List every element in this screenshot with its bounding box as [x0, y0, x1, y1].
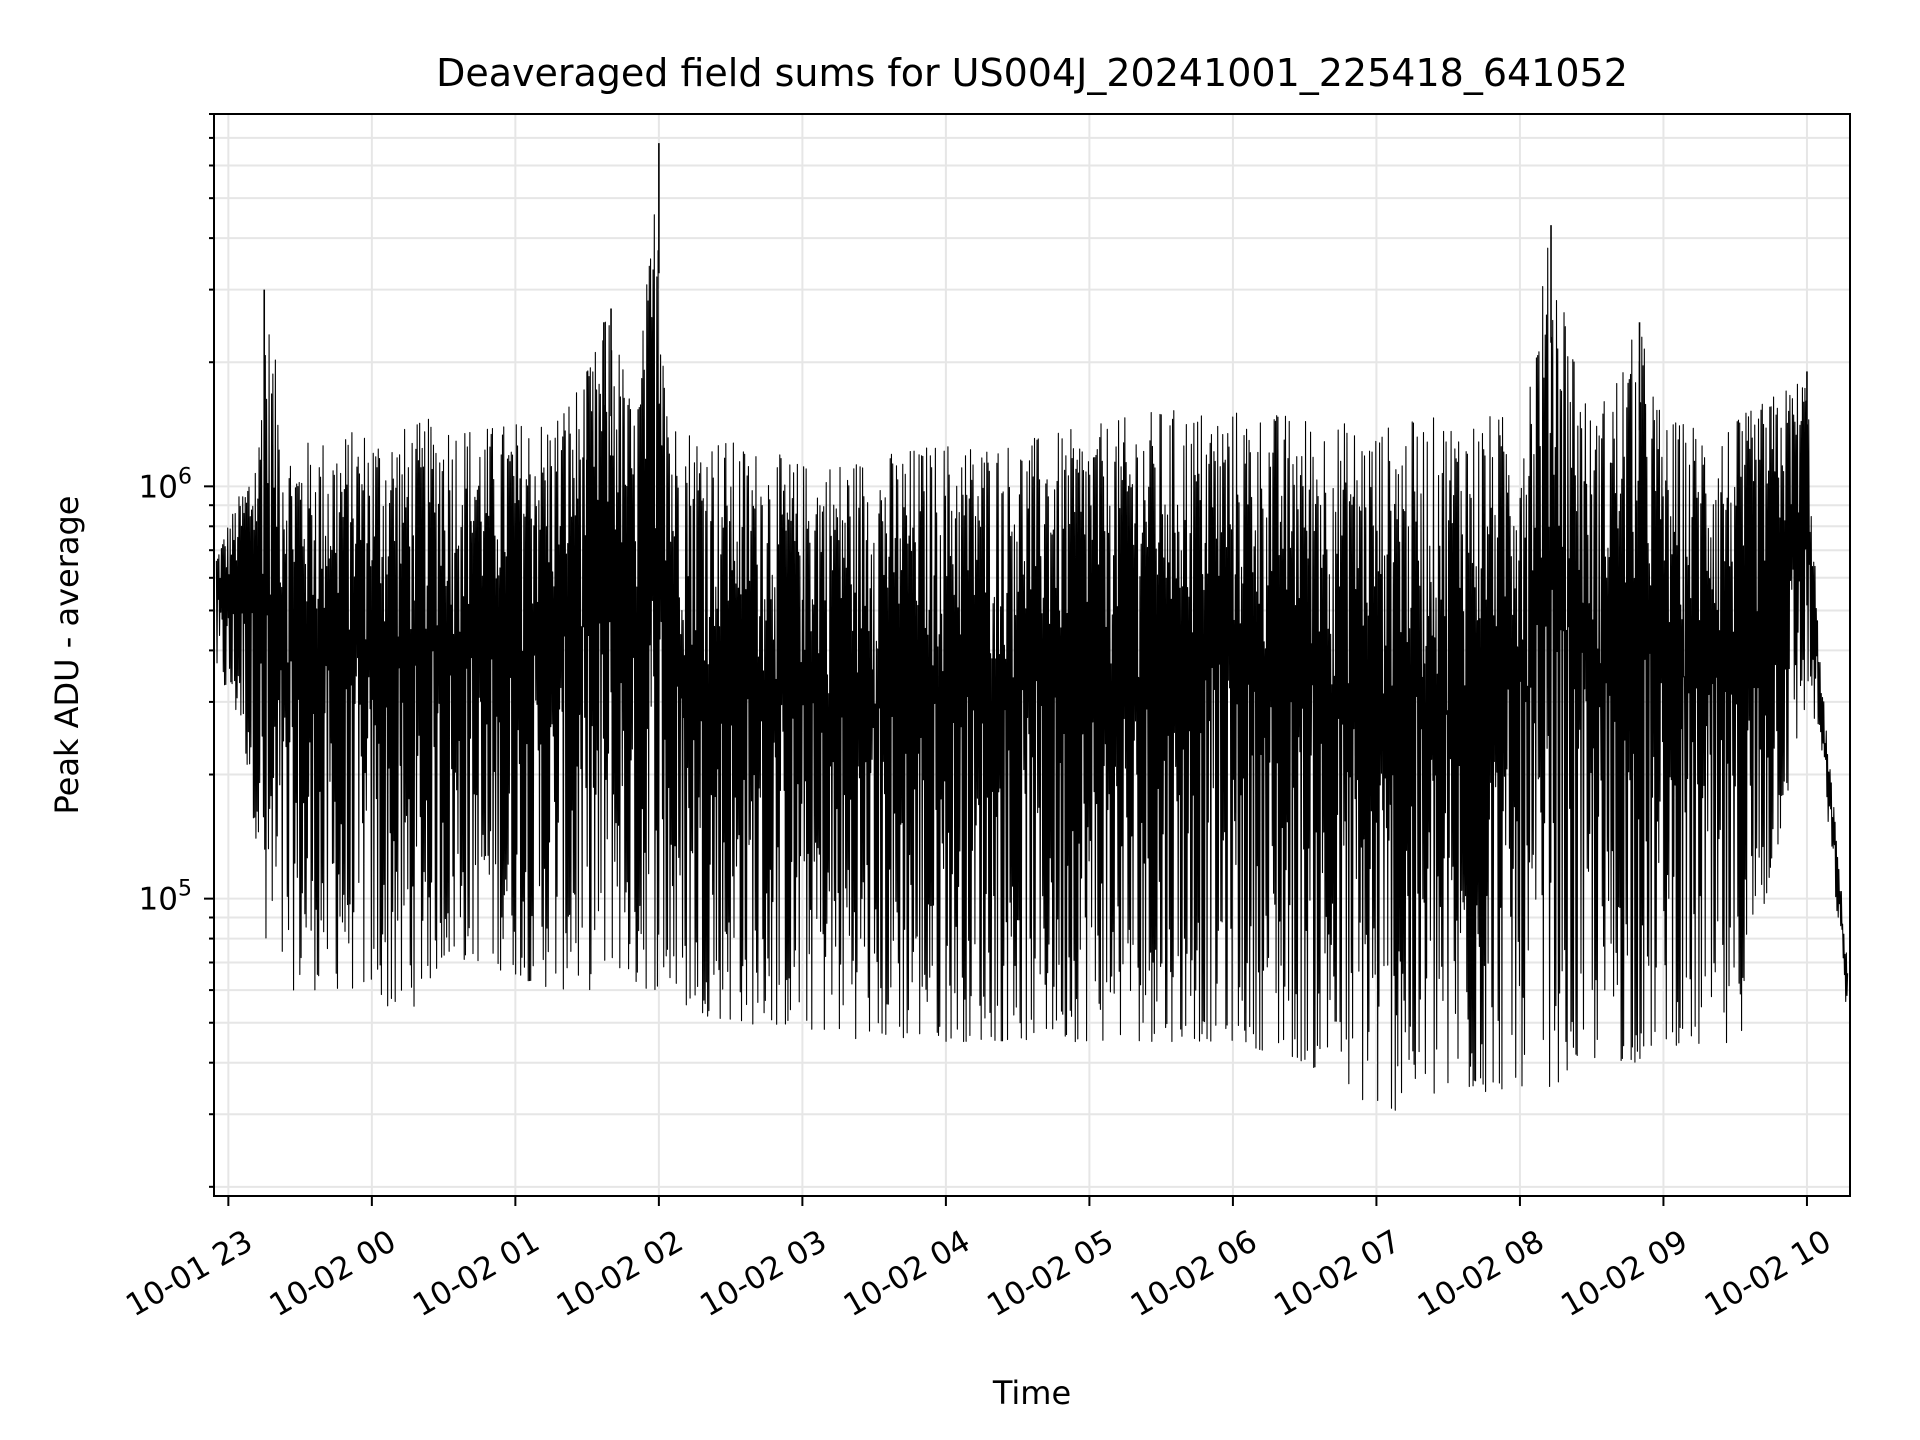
y-tick-label: 105 — [139, 877, 192, 918]
y-tick-label: 106 — [139, 464, 192, 505]
series-line — [215, 214, 1849, 1111]
plot-frame — [213, 113, 1851, 1197]
y-axis-title: Peak ADU - average — [48, 496, 86, 815]
x-axis-title: Time — [992, 1374, 1071, 1412]
chart-title: Deaveraged field sums for US004J_2024100… — [436, 51, 1628, 95]
data-series — [215, 143, 1849, 1111]
